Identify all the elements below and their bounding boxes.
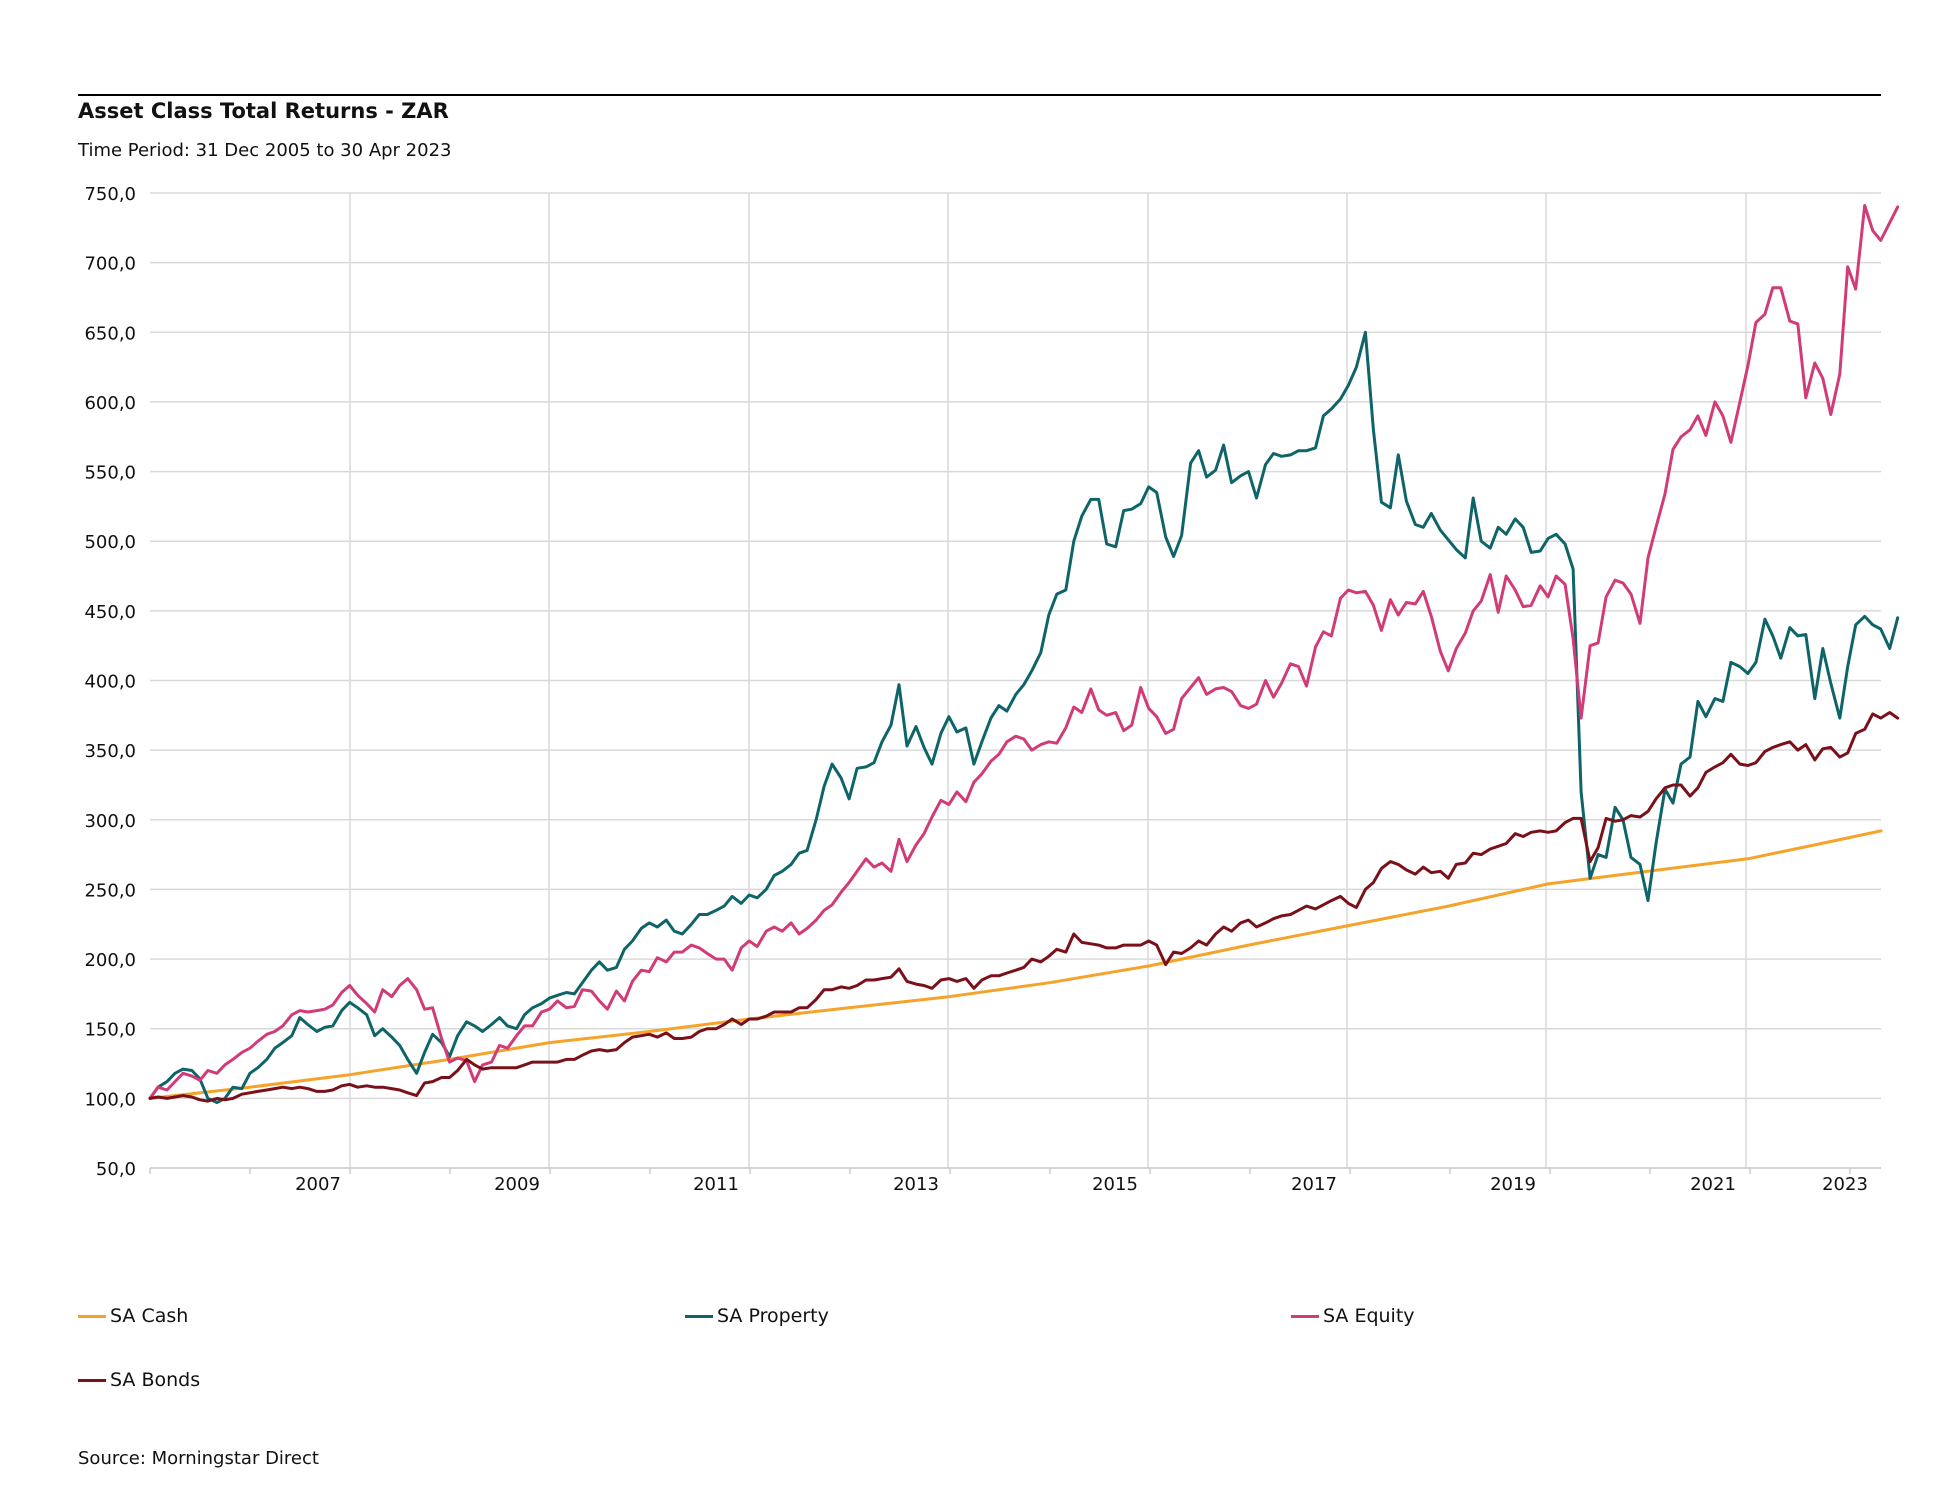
line-chart: 750,0 700,0 650,0 600,0 550,0 500,0 450,0 400,0… <box>84 184 1900 1195</box>
source-note: Source: Morningstar Direct <box>78 1448 319 1469</box>
grid-layer <box>150 192 1881 1169</box>
legend: SA Cash SA Property SA Equity SA Bonds <box>78 1305 1878 1445</box>
x-tick-label: 2021 <box>1690 1174 1736 1195</box>
legend-item-sa-bonds: SA Bonds <box>78 1369 200 1391</box>
y-tick-label: 450,0 <box>84 602 136 623</box>
axis-layer: 750,0 700,0 650,0 600,0 550,0 500,0 450,0 400,0… <box>84 184 1881 1195</box>
y-tick-label: 550,0 <box>84 463 136 484</box>
y-tick-label: 150,0 <box>84 1020 136 1041</box>
x-tick-label: 2023 <box>1822 1174 1868 1195</box>
series-line-sa-bonds <box>148 711 1900 1103</box>
series-layer <box>148 204 1900 1104</box>
series-line-sa-equity <box>148 204 1900 1100</box>
chart-subtitle: Time Period: 31 Dec 2005 to 30 Apr 2023 <box>78 140 452 161</box>
x-tick-label: 2019 <box>1490 1174 1536 1195</box>
legend-swatch <box>78 1378 106 1382</box>
legend-label: SA Equity <box>1323 1305 1415 1327</box>
x-tick-label: 2009 <box>494 1174 540 1195</box>
legend-label: SA Cash <box>110 1305 189 1327</box>
y-tick-label: 750,0 <box>84 184 136 205</box>
y-tick-label: 400,0 <box>84 672 136 693</box>
legend-item-sa-cash: SA Cash <box>78 1305 188 1327</box>
legend-label: SA Property <box>717 1305 829 1327</box>
y-tick-label: 350,0 <box>84 741 136 762</box>
legend-swatch <box>685 1314 713 1318</box>
y-tick-label: 200,0 <box>84 950 136 971</box>
y-tick-label: 100,0 <box>84 1089 136 1110</box>
top-rule <box>78 94 1881 96</box>
y-tick-label: 250,0 <box>84 880 136 901</box>
y-tick-label: 650,0 <box>84 323 136 344</box>
x-tick-label: 2013 <box>893 1174 939 1195</box>
y-tick-label: 500,0 <box>84 532 136 553</box>
series-line-sa-cash <box>148 829 1883 1100</box>
legend-item-sa-equity: SA Equity <box>1291 1305 1415 1327</box>
legend-item-sa-property: SA Property <box>685 1305 829 1327</box>
x-tick-label: 2007 <box>295 1174 341 1195</box>
x-tick-label: 2015 <box>1092 1174 1138 1195</box>
legend-label: SA Bonds <box>110 1369 201 1391</box>
y-tick-label: 700,0 <box>84 254 136 275</box>
x-tick-label: 2011 <box>693 1174 739 1195</box>
legend-swatch <box>78 1314 106 1318</box>
x-tick-label: 2017 <box>1291 1174 1337 1195</box>
legend-swatch <box>1291 1314 1319 1318</box>
y-tick-label: 300,0 <box>84 811 136 832</box>
y-tick-label: 50,0 <box>96 1159 136 1180</box>
chart-title: Asset Class Total Returns - ZAR <box>78 99 449 123</box>
y-tick-label: 600,0 <box>84 393 136 414</box>
